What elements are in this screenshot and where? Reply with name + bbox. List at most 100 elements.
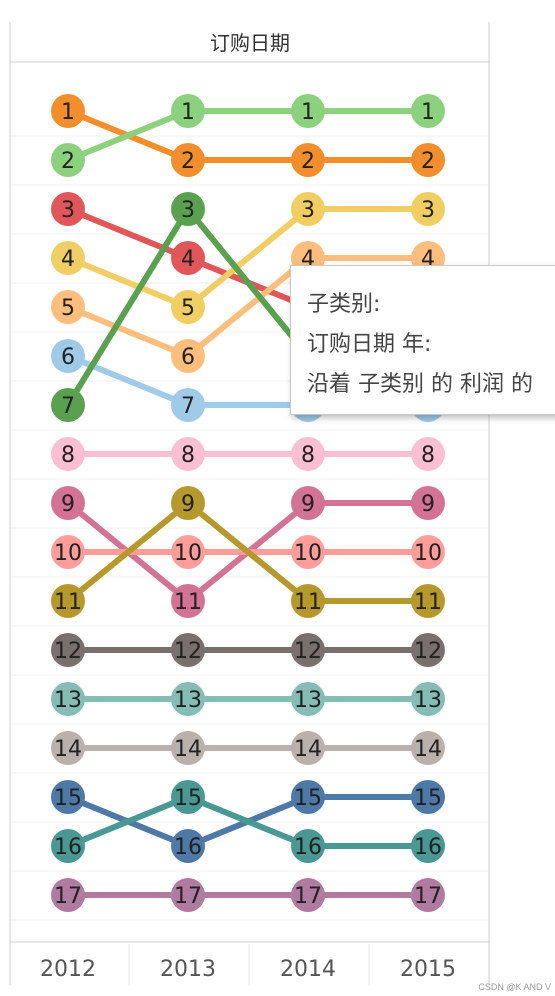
point-marker: [171, 731, 205, 765]
point-marker: [291, 682, 325, 716]
rank-label: 5: [181, 296, 195, 321]
point-s13-2014[interactable]: 13: [291, 682, 325, 716]
point-s6-2013[interactable]: 7: [171, 388, 205, 422]
x-axis: 2012 2013 2014 2015: [40, 957, 456, 982]
rank-label: 8: [61, 443, 75, 468]
tooltip: 子类别: 订购日期 年: 沿着 子类别 的 利润 的: [290, 265, 555, 415]
point-s17-2012[interactable]: 17: [51, 878, 85, 912]
rank-label: 1: [61, 100, 75, 125]
point-s1-2014[interactable]: 2: [291, 143, 325, 177]
point-s15-2015[interactable]: 15: [411, 780, 445, 814]
point-s4-2013[interactable]: 5: [171, 290, 205, 324]
rank-label: 2: [301, 149, 315, 174]
point-marker: [411, 633, 445, 667]
point-s10-2015[interactable]: 10: [411, 535, 445, 569]
point-s15-2014[interactable]: 15: [291, 780, 325, 814]
point-s6-2012[interactable]: 6: [51, 339, 85, 373]
point-s17-2014[interactable]: 17: [291, 878, 325, 912]
point-s2-2014[interactable]: 1: [291, 94, 325, 128]
point-s5-2013[interactable]: 6: [171, 339, 205, 373]
tooltip-line-subcategory: 子类别:: [307, 292, 381, 317]
point-marker: [51, 290, 85, 324]
point-s2-2013[interactable]: 1: [171, 94, 205, 128]
point-s14-2013[interactable]: 14: [171, 731, 205, 765]
point-s9-2012[interactable]: 9: [51, 486, 85, 520]
point-marker: [51, 486, 85, 520]
point-marker: [411, 682, 445, 716]
point-s16-2012[interactable]: 16: [51, 829, 85, 863]
point-s8-2013[interactable]: 8: [171, 437, 205, 471]
point-s11-2015[interactable]: 11: [411, 584, 445, 618]
point-s14-2015[interactable]: 14: [411, 731, 445, 765]
rank-label: 13: [54, 688, 82, 713]
x-tick-2015: 2015: [400, 957, 456, 982]
point-marker: [411, 829, 445, 863]
rank-label: 11: [174, 590, 202, 615]
point-marker: [171, 339, 205, 373]
point-s2-2015[interactable]: 1: [411, 94, 445, 128]
point-s1-2012[interactable]: 1: [51, 94, 85, 128]
point-s16-2014[interactable]: 16: [291, 829, 325, 863]
point-s9-2013[interactable]: 11: [171, 584, 205, 618]
point-marker: [171, 192, 205, 226]
point-s1-2013[interactable]: 2: [171, 143, 205, 177]
rank-label: 16: [414, 835, 442, 860]
point-s7-2012[interactable]: 7: [51, 388, 85, 422]
point-s14-2012[interactable]: 14: [51, 731, 85, 765]
point-s4-2015[interactable]: 3: [411, 192, 445, 226]
point-s8-2014[interactable]: 8: [291, 437, 325, 471]
point-s10-2013[interactable]: 10: [171, 535, 205, 569]
point-s17-2015[interactable]: 17: [411, 878, 445, 912]
rank-label: 9: [301, 492, 315, 517]
point-s4-2012[interactable]: 4: [51, 241, 85, 275]
point-s17-2013[interactable]: 17: [171, 878, 205, 912]
point-s3-2012[interactable]: 3: [51, 192, 85, 226]
point-s11-2012[interactable]: 11: [51, 584, 85, 618]
point-marker: [291, 780, 325, 814]
point-s15-2013[interactable]: 16: [171, 829, 205, 863]
point-s13-2012[interactable]: 13: [51, 682, 85, 716]
point-s3-2013[interactable]: 4: [171, 241, 205, 275]
point-s8-2015[interactable]: 8: [411, 437, 445, 471]
point-s12-2012[interactable]: 12: [51, 633, 85, 667]
point-s10-2012[interactable]: 10: [51, 535, 85, 569]
point-s14-2014[interactable]: 14: [291, 731, 325, 765]
point-s13-2013[interactable]: 13: [171, 682, 205, 716]
rank-label: 4: [61, 247, 75, 272]
point-marker: [51, 584, 85, 618]
rank-label: 10: [294, 541, 322, 566]
point-s16-2013[interactable]: 15: [171, 780, 205, 814]
point-s4-2014[interactable]: 3: [291, 192, 325, 226]
watermark: CSDN @K AND V: [478, 982, 551, 992]
rank-label: 4: [181, 247, 195, 272]
series-line-11: [66, 500, 428, 604]
point-marker: [291, 584, 325, 618]
point-s15-2012[interactable]: 15: [51, 780, 85, 814]
point-s5-2012[interactable]: 5: [51, 290, 85, 324]
rank-label: 12: [294, 639, 322, 664]
point-s11-2014[interactable]: 11: [291, 584, 325, 618]
rank-label: 16: [54, 835, 82, 860]
point-s12-2015[interactable]: 12: [411, 633, 445, 667]
point-marker: [291, 437, 325, 471]
point-s8-2012[interactable]: 8: [51, 437, 85, 471]
point-s7-2013[interactable]: 3: [171, 192, 205, 226]
point-s10-2014[interactable]: 10: [291, 535, 325, 569]
point-marker: [291, 878, 325, 912]
tooltip-line-year: 订购日期 年:: [307, 332, 432, 357]
rank-label: 2: [421, 149, 435, 174]
point-s12-2013[interactable]: 12: [171, 633, 205, 667]
point-marker: [171, 388, 205, 422]
point-s13-2015[interactable]: 13: [411, 682, 445, 716]
point-s12-2014[interactable]: 12: [291, 633, 325, 667]
point-s1-2015[interactable]: 2: [411, 143, 445, 177]
point-s9-2014[interactable]: 9: [291, 486, 325, 520]
point-marker: [171, 241, 205, 275]
point-s11-2013[interactable]: 9: [171, 486, 205, 520]
point-s9-2015[interactable]: 9: [411, 486, 445, 520]
point-s2-2012[interactable]: 2: [51, 143, 85, 177]
point-marker: [411, 878, 445, 912]
header-title: 订购日期: [210, 31, 290, 55]
rank-label: 8: [301, 443, 315, 468]
point-s16-2015[interactable]: 16: [411, 829, 445, 863]
